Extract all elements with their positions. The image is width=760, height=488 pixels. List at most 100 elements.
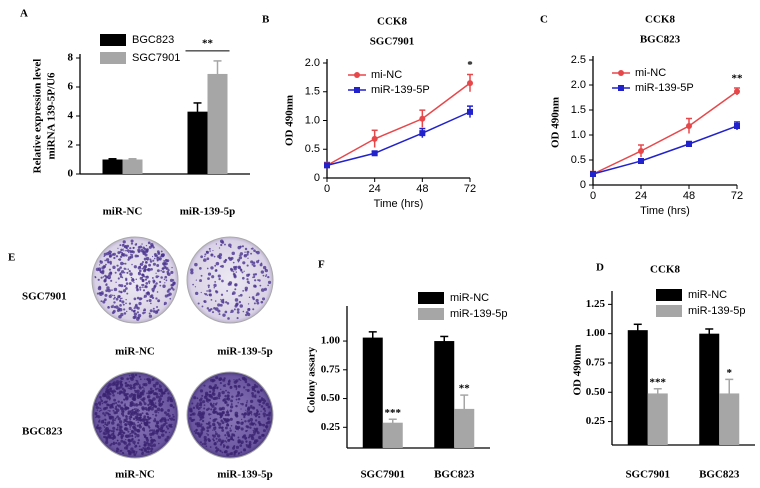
colony: [237, 258, 241, 262]
colony: [255, 385, 259, 388]
colony: [146, 392, 148, 395]
colony: [241, 276, 245, 280]
colony: [247, 273, 251, 276]
colony: [120, 377, 123, 380]
colony: [243, 416, 246, 419]
colony: [251, 394, 255, 398]
colony: [150, 444, 154, 448]
colony: [239, 252, 244, 256]
colony: [124, 403, 126, 405]
colony: [205, 408, 209, 412]
colony: [97, 415, 101, 419]
colony: [228, 243, 232, 248]
colony: [157, 299, 161, 303]
colony: [203, 384, 206, 387]
colony: [253, 412, 257, 416]
colony: [163, 259, 166, 262]
colony: [105, 440, 109, 445]
colony: [262, 412, 266, 416]
colony: [113, 287, 118, 292]
colony: [201, 426, 205, 430]
colony: [156, 291, 159, 293]
colony: [139, 418, 143, 422]
colony: [253, 275, 256, 278]
colony: [210, 403, 213, 407]
colony: [109, 393, 112, 396]
colony: [129, 272, 133, 276]
colony: [190, 268, 194, 272]
colony: [120, 270, 125, 274]
colony: [156, 432, 159, 435]
colony: [166, 425, 168, 427]
colony: [97, 401, 102, 405]
colony: [245, 403, 248, 406]
colony: [201, 305, 204, 308]
colony: [248, 282, 250, 285]
colony: [265, 425, 267, 428]
point: [371, 150, 378, 157]
colony: [163, 301, 167, 305]
colony: [124, 381, 128, 385]
colony: [114, 419, 116, 422]
colony: [226, 445, 230, 449]
colony: [233, 384, 237, 388]
colony: [145, 256, 150, 261]
colony: [108, 382, 112, 387]
colony: [207, 422, 210, 426]
colony: [148, 263, 152, 267]
colony: [153, 257, 156, 260]
colony: [145, 275, 149, 279]
colony: [159, 256, 162, 258]
colony: [155, 395, 160, 399]
y-tick-label: 2.5: [571, 54, 586, 66]
colony: [218, 397, 221, 400]
bar: [207, 73, 228, 174]
colony: [113, 402, 116, 405]
bar: [102, 159, 123, 174]
colony: [100, 300, 103, 303]
y-tick-label: 2: [68, 139, 74, 151]
colony: [134, 424, 137, 426]
colony: [126, 444, 129, 447]
point: [419, 115, 426, 122]
colony: [125, 249, 127, 252]
y-tick-label: 0: [580, 179, 586, 191]
colony: [94, 413, 97, 416]
colony: [155, 272, 157, 274]
colony: [138, 445, 141, 448]
colony: [236, 311, 240, 314]
colony: [149, 429, 152, 432]
colony: [154, 419, 157, 421]
colony: [141, 406, 145, 410]
colony: [154, 424, 159, 428]
colony: [97, 278, 100, 281]
colony: [238, 378, 241, 381]
colony: [143, 440, 146, 444]
colony: [143, 286, 145, 288]
y-tick-label: 6: [68, 81, 74, 93]
colony: [246, 412, 251, 416]
colony: [244, 251, 246, 253]
colony: [256, 260, 260, 264]
colony: [147, 268, 150, 271]
colony: [213, 440, 215, 442]
colony: [151, 377, 155, 381]
colony: [161, 400, 165, 404]
colony: [150, 267, 153, 271]
colony: [130, 392, 134, 396]
colony: [206, 433, 208, 435]
colony: [237, 392, 241, 395]
x-tick-label: 24: [369, 183, 381, 195]
colony: [222, 313, 226, 317]
point: [324, 162, 330, 169]
significance-label: ***: [650, 376, 667, 388]
colony: [149, 260, 153, 263]
colony: [165, 422, 167, 424]
colony: [117, 433, 120, 436]
colony: [219, 449, 222, 453]
colony: [142, 397, 146, 401]
colony: [203, 292, 206, 295]
colony: [153, 252, 157, 256]
colony: [229, 246, 232, 249]
colony: [220, 293, 224, 296]
